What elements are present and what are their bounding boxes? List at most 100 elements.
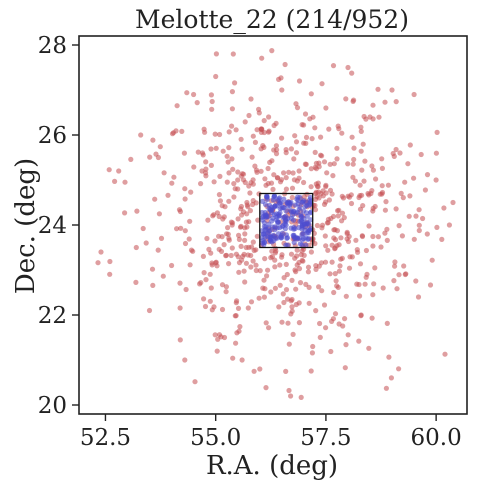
- member-point: [243, 244, 249, 251]
- member-point: [177, 305, 183, 311]
- member-point: [383, 385, 389, 391]
- member-point: [341, 215, 347, 221]
- member-point: [234, 298, 240, 304]
- member-point: [313, 266, 319, 272]
- member-point: [383, 199, 389, 205]
- member-point: [224, 153, 230, 159]
- member-point: [289, 194, 295, 201]
- member-point: [286, 387, 292, 394]
- member-point: [272, 257, 278, 263]
- member-point: [233, 127, 239, 133]
- member-point: [235, 216, 241, 222]
- member-point: [323, 325, 329, 331]
- member-point: [319, 81, 325, 87]
- member-point: [283, 261, 289, 267]
- member-point: [262, 256, 268, 262]
- member-point: [296, 266, 303, 272]
- y-tick-label: 28: [38, 33, 67, 59]
- member-point: [237, 324, 243, 330]
- member-point: [273, 151, 280, 157]
- member-point: [273, 248, 279, 254]
- member-point: [342, 365, 348, 371]
- member-point: [327, 187, 334, 193]
- member-point: [211, 304, 217, 310]
- member-point: [363, 116, 369, 122]
- x-tick-label: 57.5: [300, 425, 351, 451]
- member-point: [244, 199, 250, 206]
- selected-point: [303, 242, 309, 248]
- member-point: [356, 338, 362, 344]
- member-point: [416, 222, 422, 228]
- member-point: [158, 235, 165, 241]
- member-point: [161, 170, 167, 176]
- member-point: [359, 233, 365, 239]
- member-point: [388, 375, 394, 381]
- member-point: [353, 237, 359, 243]
- selected-point: [262, 227, 268, 233]
- member-point: [230, 51, 236, 57]
- selected-point: [270, 215, 276, 221]
- y-tick-label: 22: [38, 303, 67, 329]
- member-point: [208, 92, 214, 98]
- member-point: [243, 260, 249, 266]
- member-point: [229, 123, 235, 129]
- member-point: [289, 296, 295, 303]
- member-point: [203, 173, 209, 179]
- member-point: [301, 252, 307, 258]
- member-point: [303, 134, 310, 140]
- member-point: [433, 177, 439, 183]
- member-point: [242, 225, 248, 231]
- member-point: [112, 178, 118, 184]
- member-point: [309, 136, 315, 142]
- member-point: [134, 208, 140, 214]
- member-point: [334, 228, 340, 234]
- member-point: [281, 299, 287, 306]
- member-point: [257, 268, 263, 274]
- selected-point: [277, 195, 283, 201]
- member-point: [203, 166, 209, 172]
- selected-point: [269, 208, 275, 214]
- member-point: [277, 262, 283, 268]
- member-point: [188, 189, 194, 195]
- member-point: [413, 278, 419, 284]
- member-point: [183, 286, 189, 293]
- member-point: [292, 133, 298, 139]
- member-point: [289, 304, 295, 310]
- member-point: [248, 299, 255, 305]
- member-point: [204, 235, 210, 242]
- member-point: [358, 124, 364, 130]
- member-point: [229, 220, 236, 226]
- member-point: [352, 178, 358, 184]
- member-point: [269, 248, 275, 254]
- member-point: [323, 243, 329, 249]
- member-point: [272, 285, 278, 291]
- member-point: [382, 207, 388, 213]
- member-point: [235, 169, 241, 175]
- member-point: [208, 162, 214, 168]
- selected-point: [303, 223, 309, 230]
- member-point: [327, 161, 333, 167]
- member-point: [315, 180, 321, 186]
- member-point: [433, 150, 439, 156]
- member-point: [312, 240, 318, 247]
- member-point: [355, 249, 361, 255]
- member-point: [182, 186, 188, 192]
- member-point: [340, 323, 346, 329]
- member-point: [156, 211, 162, 217]
- member-point: [169, 262, 175, 269]
- member-point: [371, 281, 377, 287]
- member-point: [219, 203, 225, 209]
- member-point: [242, 179, 248, 186]
- member-point: [330, 173, 336, 179]
- member-point: [212, 238, 218, 244]
- member-point: [214, 348, 220, 354]
- member-point: [251, 368, 257, 374]
- member-point: [246, 219, 252, 225]
- member-point: [354, 281, 360, 287]
- member-point: [386, 354, 392, 360]
- member-point: [207, 298, 213, 304]
- member-point: [346, 265, 353, 271]
- member-point: [198, 181, 204, 187]
- member-point: [176, 207, 183, 213]
- selected-point: [285, 242, 291, 248]
